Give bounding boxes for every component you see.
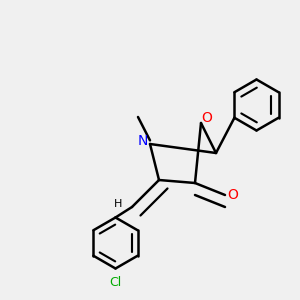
Text: H: H xyxy=(114,199,123,209)
Text: O: O xyxy=(227,188,238,202)
Text: O: O xyxy=(201,112,212,125)
Text: Cl: Cl xyxy=(110,276,122,289)
Text: N: N xyxy=(137,134,148,148)
